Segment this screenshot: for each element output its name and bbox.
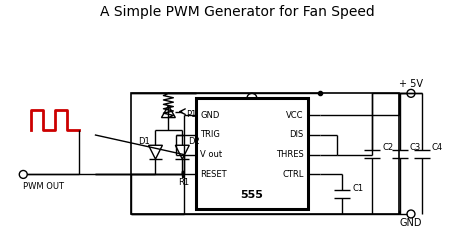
Text: D2: D2 bbox=[188, 137, 200, 146]
Text: TRIG: TRIG bbox=[200, 130, 220, 139]
Text: A Simple PWM Generator for Fan Speed: A Simple PWM Generator for Fan Speed bbox=[100, 5, 374, 19]
Text: DIS: DIS bbox=[289, 130, 304, 139]
Text: C2: C2 bbox=[382, 143, 393, 152]
Text: C4: C4 bbox=[432, 143, 443, 152]
Text: VCC: VCC bbox=[286, 111, 304, 120]
Text: V out: V out bbox=[200, 150, 222, 159]
Text: GND: GND bbox=[400, 218, 422, 228]
Text: CTRL: CTRL bbox=[282, 170, 304, 179]
Text: THRES: THRES bbox=[276, 150, 304, 159]
Text: RESET: RESET bbox=[200, 170, 227, 179]
Text: GND: GND bbox=[200, 111, 219, 120]
Text: C1: C1 bbox=[352, 184, 364, 193]
Text: C3: C3 bbox=[410, 143, 421, 152]
Text: + 5V: + 5V bbox=[399, 79, 423, 89]
Text: PWM OUT: PWM OUT bbox=[23, 182, 64, 191]
Text: P1: P1 bbox=[186, 110, 197, 119]
Text: 555: 555 bbox=[240, 190, 264, 200]
Text: D1: D1 bbox=[137, 137, 149, 146]
Bar bbox=[196, 98, 308, 209]
Text: R1: R1 bbox=[178, 178, 189, 187]
Bar bbox=[131, 93, 399, 214]
